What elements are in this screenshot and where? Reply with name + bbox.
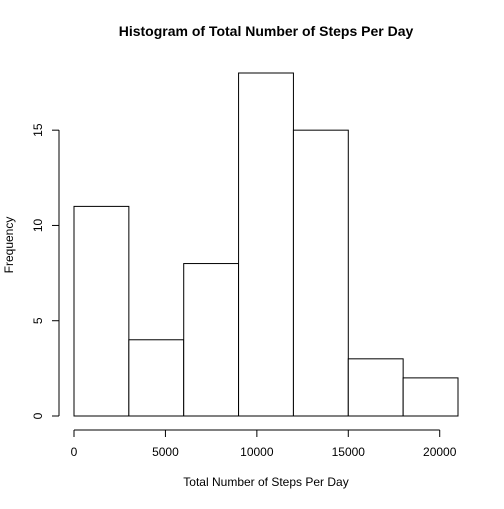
x-tick-label: 15000	[332, 445, 366, 459]
y-tick-label: 15	[31, 123, 45, 137]
histogram-bar-4	[238, 72, 294, 417]
bars-layer	[73, 72, 459, 417]
y-axis: 0 5 10 15	[31, 123, 60, 419]
chart-title: Histogram of Total Number of Steps Per D…	[119, 23, 414, 39]
x-axis-label: Total Number of Steps Per Day	[183, 475, 348, 489]
x-tick-label: 0	[71, 445, 78, 459]
y-tick-label: 5	[31, 317, 45, 324]
y-tick-label: 10	[31, 218, 45, 232]
histogram-bar-5	[292, 129, 349, 417]
histogram-bar-7	[402, 377, 459, 417]
y-axis-label: Frequency	[2, 217, 16, 274]
x-axis: 0 5000 10000 15000 20000	[71, 429, 457, 459]
histogram-bar-1	[73, 205, 130, 417]
y-tick-label: 0	[31, 412, 45, 419]
histogram-bar-6	[347, 358, 404, 417]
x-tick-label: 20000	[423, 445, 457, 459]
histogram-bar-3	[183, 263, 240, 417]
histogram-bar-2	[128, 339, 185, 417]
x-tick-label: 10000	[240, 445, 274, 459]
x-tick-label: 5000	[152, 445, 179, 459]
